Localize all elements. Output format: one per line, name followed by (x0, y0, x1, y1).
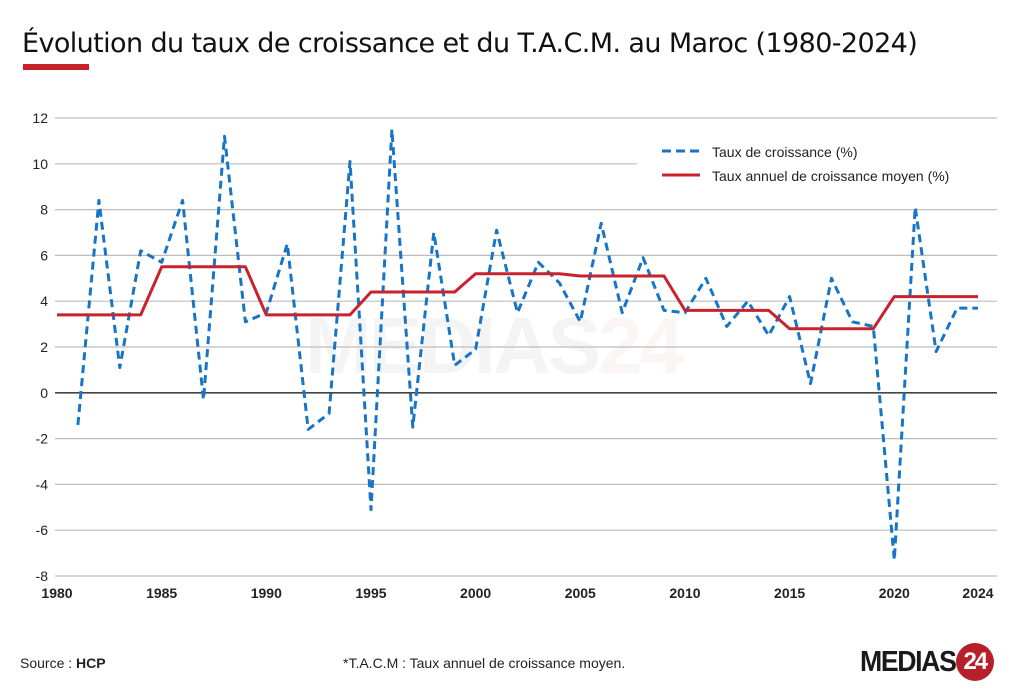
y-tick-label: 8 (40, 202, 48, 218)
x-tick-label: 1985 (146, 585, 177, 601)
series-lines (56, 127, 979, 562)
x-tick-label: 2005 (565, 585, 596, 601)
x-tick-label: 2000 (460, 585, 491, 601)
x-tick-label: 1980 (41, 585, 72, 601)
legend-label-growth: Taux de croissance (%) (712, 144, 858, 160)
y-tick-label: 10 (32, 156, 48, 172)
y-tick-label: 0 (40, 385, 48, 401)
x-tick-label: 2020 (879, 585, 910, 601)
title-accent-bar (23, 64, 89, 70)
legend-label-tacm: Taux annuel de croissance moyen (%) (712, 168, 949, 184)
x-tick-label: 1990 (251, 585, 282, 601)
x-tick-label: 2010 (669, 585, 700, 601)
chart-title: Évolution du taux de croissance et du T.… (22, 28, 918, 59)
footnote: *T.A.C.M : Taux annuel de croissance moy… (343, 655, 626, 671)
legend: Taux de croissance (%) Taux annuel de cr… (662, 144, 949, 184)
x-tick-label: 2024 (962, 585, 993, 601)
x-tick-label: 2015 (774, 585, 805, 601)
logo-text: MEDIAS (860, 645, 957, 678)
logo-number: 24 (955, 643, 994, 681)
y-tick-label: 12 (32, 110, 48, 126)
y-axis-ticks: -8 -6 -4 -2 0 2 4 6 8 10 12 (32, 110, 48, 584)
tacm-line (57, 265, 978, 331)
y-tick-label: 6 (40, 247, 48, 263)
y-tick-label: -2 (36, 431, 49, 447)
source-note: Source : HCP (20, 655, 106, 671)
medias24-logo: MEDIAS 24 (860, 642, 994, 682)
gridlines (55, 117, 997, 577)
y-tick-label: 2 (40, 339, 48, 355)
growth-rate-line (76, 127, 978, 562)
x-tick-label: 1995 (355, 585, 386, 601)
y-tick-label: 4 (40, 293, 48, 309)
y-tick-label: -4 (36, 476, 49, 492)
x-axis-ticks: 1980 1985 1990 1995 2000 2005 2010 2015 2020 2024 (41, 585, 993, 601)
source-label: Source : (20, 655, 77, 671)
source-value: HCP (76, 655, 106, 671)
y-tick-label: -6 (36, 522, 49, 538)
y-tick-label: -8 (36, 568, 49, 584)
